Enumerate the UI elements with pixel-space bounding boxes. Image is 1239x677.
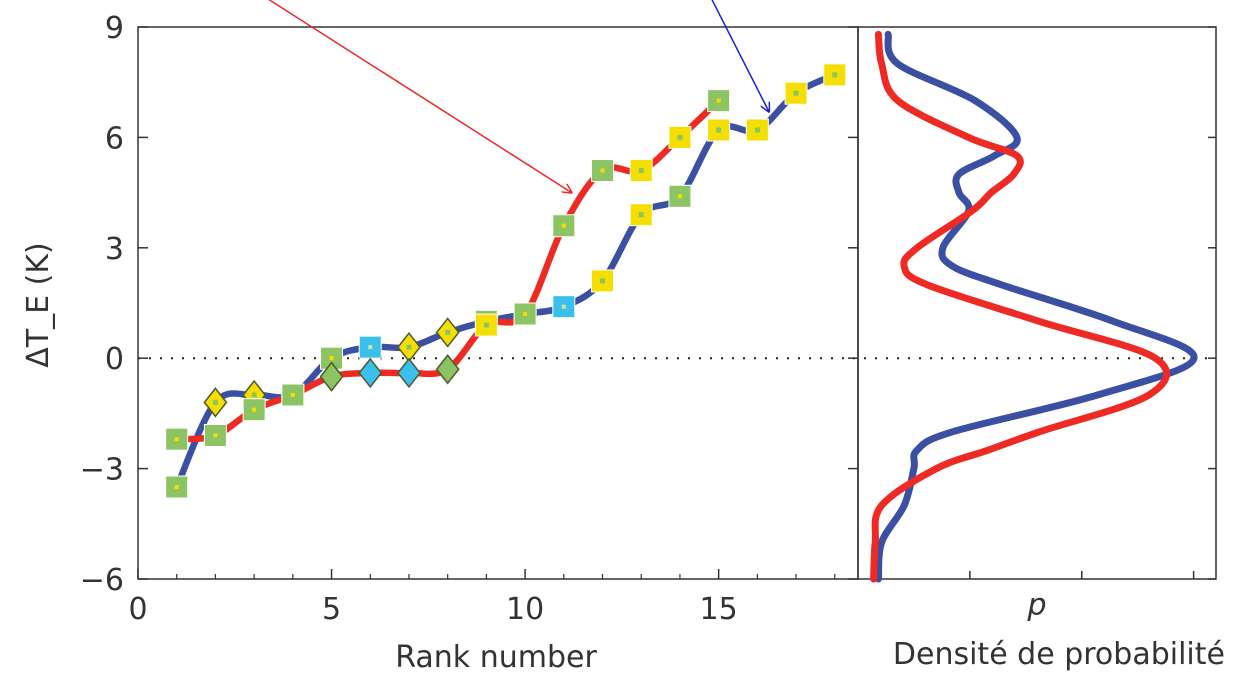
data-point [745,118,769,142]
density-x-axis-label: p [1026,588,1046,623]
x-tick-label: 0 [128,592,147,627]
density-curve-blue [874,30,1198,583]
annotation-arrow-blue [711,0,769,112]
density-curves [870,30,1198,583]
data-point [591,159,615,183]
series-markers [165,63,847,499]
marker-center [716,127,722,133]
diamond-marker [319,361,344,392]
marker-center [793,90,799,96]
data-point [629,203,653,227]
diamond-marker [397,357,421,389]
series-lines [173,71,839,491]
x-axis-title: Rank number [395,640,597,675]
x-tick-label: 10 [506,592,544,627]
data-point [707,118,731,142]
data-point [397,357,421,389]
marker-center [716,98,721,103]
main-plot-frame [137,26,859,580]
marker-center [754,127,760,133]
marker-center [445,329,451,335]
data-point [707,89,731,113]
y-axis-title: ΔT_E (K) [21,242,56,367]
density-axis-ticks [969,26,1216,580]
marker-center [832,72,838,78]
marker-center [600,168,605,173]
marker-center [638,212,644,218]
y-tick-label: 9 [105,11,124,46]
data-point [165,427,189,451]
data-point [591,269,615,293]
main-axis-ticks: −6 −3 0 3 6 9 0 5 10 15 [80,11,858,627]
data-point [668,125,692,149]
data-point [203,423,227,447]
diamond-marker [435,354,460,385]
marker-center [638,168,644,174]
y-tick-label: 3 [105,232,124,267]
data-point [320,346,344,370]
data-point [513,302,537,326]
marker-center [251,392,257,398]
y-tick-label: 0 [105,342,124,377]
data-point [435,354,460,385]
marker-center [600,278,606,284]
marker-center [483,322,489,328]
y-tick-label: −3 [80,453,124,488]
marker-center [213,433,218,438]
data-point [281,383,305,407]
data-point [358,357,383,389]
data-point [165,475,189,499]
marker-center [174,485,179,489]
data-point [474,313,498,337]
marker-center [212,399,218,405]
density-plot-frame [857,26,1217,580]
marker-center [329,356,334,361]
data-point [397,331,421,363]
density-curve-red [870,30,1170,583]
data-point [242,398,266,422]
marker-center [677,194,682,199]
marker-center [368,345,373,350]
marker-center [561,304,566,309]
data-point [552,214,576,238]
x-tick-label: 5 [322,592,341,627]
data-point [668,184,692,208]
data-point [358,335,382,359]
data-point [435,317,460,348]
annotation-arrows [268,0,769,193]
marker-center [561,223,566,228]
x-tick-label: 15 [700,592,738,627]
data-point [203,387,228,418]
y-tick-label: 6 [105,121,124,156]
data-point [629,159,653,183]
diamond-marker [358,357,383,389]
marker-center [677,134,683,140]
y-tick-label: −6 [80,563,124,598]
annotation-arrow-red [268,0,572,193]
marker-center [290,393,295,397]
data-point [552,295,576,319]
marker-center [523,312,528,317]
marker-center [406,344,412,350]
data-point [319,361,344,392]
data-point [784,81,808,105]
marker-center [174,437,179,442]
series-line-blue [173,71,839,491]
marker-center [252,407,257,412]
density-caption: Densité de probabilité [893,637,1225,672]
data-point [823,63,847,87]
